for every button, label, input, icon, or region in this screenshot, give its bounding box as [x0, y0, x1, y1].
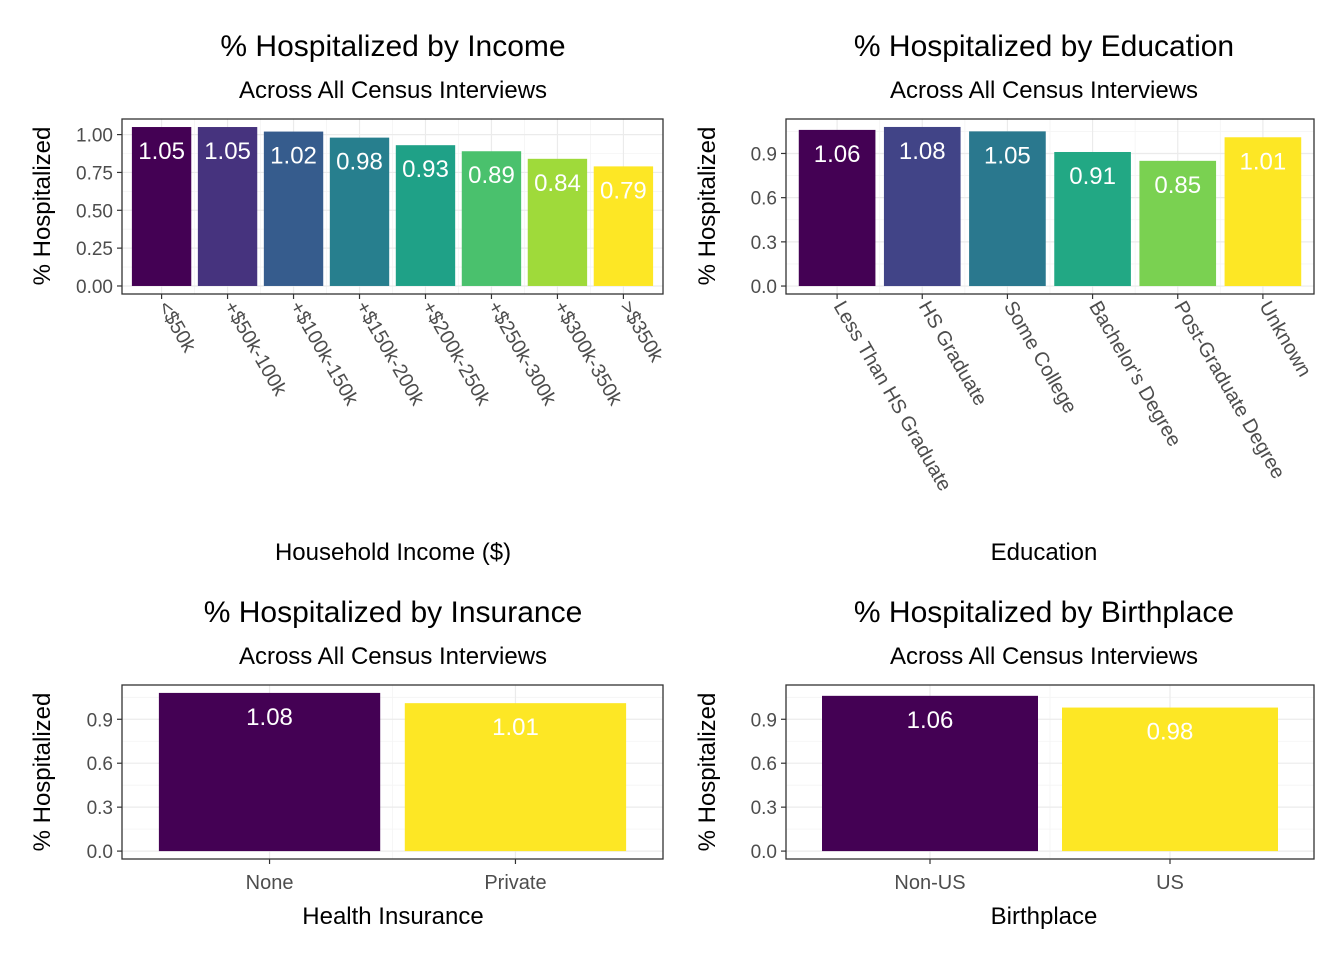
- chart-title: % Hospitalized by Insurance: [204, 596, 583, 629]
- x-tick-label: +$150k-200k: [351, 298, 429, 410]
- bar-value-label: 1.01: [492, 714, 539, 741]
- x-axis-title: Birthplace: [991, 903, 1098, 930]
- plot-area: 1.06 0.98 0.0 0.3 0.6 0.9 Non-US US: [751, 684, 1315, 894]
- bar: [822, 695, 1038, 852]
- panel-border: [785, 118, 1315, 295]
- bar-value-label: 0.84: [534, 170, 581, 197]
- bar-value-label: 1.08: [899, 138, 946, 165]
- bar-value-label: 1.06: [907, 707, 954, 734]
- x-tick-label: Some College: [999, 298, 1081, 418]
- bar: [404, 703, 627, 852]
- bar-value-label: 0.93: [402, 156, 449, 183]
- plot-area: 1.05 1.05 1.02 0.98 0.93 0.89 0.84 0.79 0.00 0.25…: [76, 118, 668, 410]
- chart-subtitle: Across All Census Interviews: [890, 77, 1198, 104]
- x-tick-label: Bachelor's Degree: [1084, 298, 1185, 451]
- bar: [131, 127, 192, 286]
- bar-value-label: 1.05: [204, 138, 251, 165]
- chart-income: % Hospitalized by Income Across All Cens…: [29, 30, 668, 566]
- y-axis-title: % Hospitalized: [694, 127, 721, 286]
- y-tick-label: 0.50: [76, 201, 113, 222]
- x-tick-label: +$300k-350k: [549, 298, 627, 410]
- x-tick-label: +$100k-150k: [285, 298, 363, 410]
- y-tick-label: 0.6: [751, 189, 777, 210]
- chart-subtitle: Across All Census Interviews: [239, 77, 547, 104]
- bar: [158, 692, 381, 852]
- x-axis-title: Household Income ($): [275, 539, 511, 566]
- chart-insurance: % Hospitalized by Insurance Across All C…: [29, 596, 664, 930]
- y-axis-title: % Hospitalized: [29, 127, 56, 286]
- bar: [593, 166, 654, 286]
- y-tick-label: 0.6: [751, 754, 777, 775]
- y-tick-label: 0.0: [87, 842, 113, 863]
- bar-value-label: 0.91: [1069, 163, 1116, 190]
- bar-value-label: 1.02: [270, 143, 317, 170]
- bar: [883, 126, 961, 287]
- panel-border: [785, 684, 1315, 860]
- chart-title: % Hospitalized by Income: [220, 30, 565, 63]
- panel-border: [121, 118, 664, 295]
- y-tick-label: 0.25: [76, 239, 113, 260]
- bar: [329, 137, 390, 286]
- y-tick-label: 0.3: [751, 233, 777, 254]
- y-tick-label: 0.6: [87, 754, 113, 775]
- bar-value-label: 0.79: [600, 177, 647, 204]
- x-tick-label: +$250k-300k: [483, 298, 561, 410]
- x-tick-label: >$350k: [615, 298, 668, 367]
- panel-border: [121, 684, 664, 860]
- y-tick-label: 0.3: [87, 798, 113, 819]
- bar: [395, 145, 456, 286]
- x-axis-title: Education: [991, 539, 1098, 566]
- x-tick-label: <$50k: [153, 298, 200, 358]
- x-tick-label: Unknown: [1255, 298, 1316, 381]
- chart-title: % Hospitalized by Birthplace: [854, 596, 1234, 629]
- bar-value-label: 0.98: [1147, 719, 1194, 746]
- x-tick-label: +$50k-100k: [219, 298, 291, 401]
- bar: [1139, 160, 1217, 287]
- bar: [969, 131, 1046, 287]
- y-axis-title: % Hospitalized: [29, 693, 56, 852]
- chart-birthplace: % Hospitalized by Birthplace Across All …: [694, 596, 1315, 930]
- bar: [461, 151, 522, 286]
- y-tick-label: 0.3: [751, 798, 777, 819]
- chart-subtitle: Across All Census Interviews: [239, 643, 547, 670]
- bar: [1224, 137, 1302, 287]
- y-tick-label: 1.00: [76, 126, 113, 147]
- bar: [527, 158, 588, 286]
- y-tick-label: 0.9: [87, 710, 113, 731]
- bar-value-label: 1.06: [814, 141, 861, 168]
- chart-education: % Hospitalized by Education Across All C…: [694, 30, 1315, 566]
- chart-subtitle: Across All Census Interviews: [890, 643, 1198, 670]
- bar: [798, 129, 876, 287]
- x-tick-label: Private: [484, 872, 546, 894]
- bar-value-label: 0.85: [1154, 172, 1201, 199]
- bar-value-label: 1.05: [138, 138, 185, 165]
- x-axis-title: Health Insurance: [302, 903, 483, 930]
- chart-title: % Hospitalized by Education: [854, 30, 1234, 63]
- y-tick-label: 0.0: [751, 842, 777, 863]
- x-tick-label: HS Graduate: [914, 298, 991, 410]
- y-tick-label: 0.9: [751, 710, 777, 731]
- x-tick-label: None: [246, 872, 294, 894]
- y-tick-label: 0.00: [76, 277, 113, 298]
- x-tick-label: +$200k-250k: [417, 298, 495, 410]
- y-tick-label: 0.0: [751, 277, 777, 298]
- bar-value-label: 1.01: [1240, 148, 1287, 175]
- x-tick-label: Non-US: [894, 872, 965, 894]
- bar-value-label: 0.98: [336, 149, 383, 176]
- bar-value-label: 1.05: [984, 142, 1031, 169]
- bar-value-label: 0.89: [468, 162, 515, 189]
- bar: [263, 131, 324, 286]
- x-tick-label: US: [1156, 872, 1184, 894]
- plot-area: 1.06 1.08 1.050.91 0.851.010.00.30.60.9Less…: [751, 118, 1316, 495]
- bar-value-label: 1.08: [246, 704, 293, 731]
- y-axis-title: % Hospitalized: [694, 693, 721, 852]
- bar: [1062, 707, 1278, 852]
- y-tick-label: 0.75: [76, 163, 113, 184]
- plot-area: 1.08 1.01 0.0 0.3 0.6 0.9 None Private: [87, 684, 664, 894]
- bar: [197, 127, 258, 286]
- bar: [1054, 151, 1131, 287]
- y-tick-label: 0.9: [751, 144, 777, 165]
